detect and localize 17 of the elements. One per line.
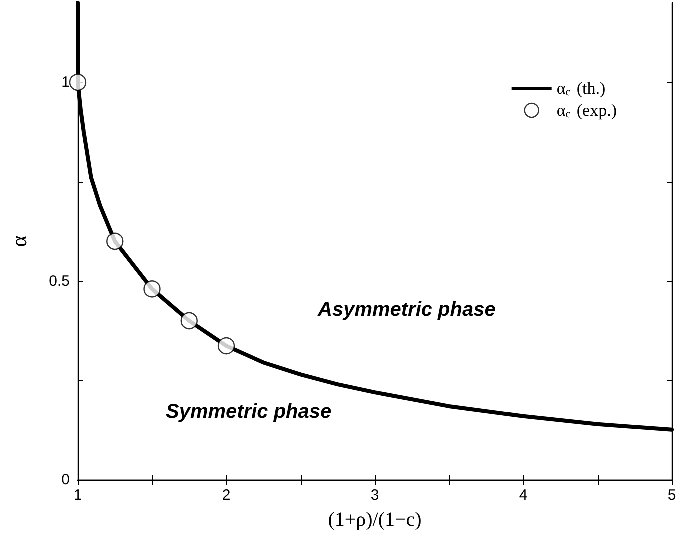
- annotation: Asymmetric phase: [317, 299, 496, 321]
- x-tick-label: 1: [74, 487, 82, 504]
- x-tick-label: 2: [222, 487, 231, 504]
- x-axis-title: (1+ρ)/(1−c): [328, 509, 422, 531]
- annotation: Symmetric phase: [166, 401, 332, 423]
- point: [69, 74, 87, 92]
- point: [180, 312, 198, 330]
- x-tick-label: 4: [519, 487, 528, 504]
- x-tick-label: 5: [668, 487, 676, 504]
- point: [218, 337, 236, 355]
- point: [144, 280, 161, 298]
- y-tick-label: 1: [62, 74, 70, 91]
- point: [106, 232, 124, 250]
- y-tick-label: 0.5: [49, 272, 70, 290]
- x-tick-label: 3: [370, 487, 380, 504]
- y-axis-title: α: [6, 235, 32, 248]
- y-tick-label: 0: [62, 472, 70, 488]
